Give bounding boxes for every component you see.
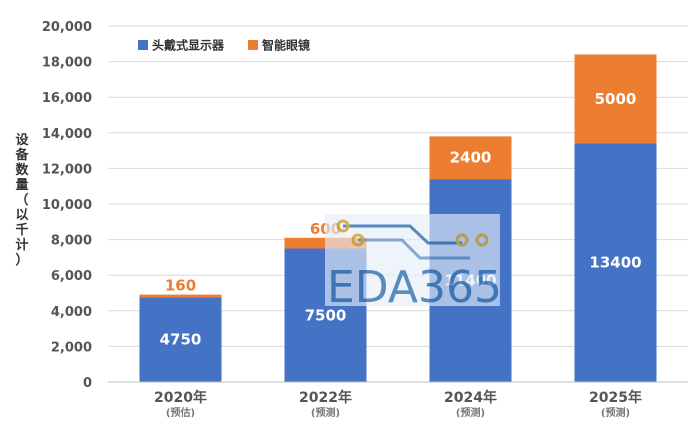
watermark-pad-icon — [336, 219, 350, 233]
y-tick-label: 10,000 — [42, 198, 92, 213]
y-tick-label: 16,000 — [42, 91, 92, 106]
y-axis-label: 设备数量（以千计） — [14, 133, 29, 268]
y-tick-label: 2,000 — [51, 340, 92, 355]
bar-headset — [139, 297, 222, 382]
x-category-note: (预测) — [456, 406, 485, 419]
bar-smart-glasses — [429, 136, 512, 180]
watermark-trace-icon — [343, 224, 462, 245]
bar-smart-glasses — [139, 294, 222, 298]
legend: 头戴式显示器 智能眼镜 — [138, 38, 310, 53]
x-category-label: 2020年 — [154, 389, 207, 406]
watermark-pad-icon — [475, 233, 489, 247]
watermark-pad-icon — [455, 233, 469, 247]
legend-swatch — [138, 40, 148, 50]
y-axis-ticks: 0 2,000 4,000 6,000 8,000 10,000 12,000 14,000 1… — [42, 20, 92, 391]
watermark-pad-icon — [351, 233, 365, 247]
x-axis-categories: 2020年(预估)2022年(预测)2024年(预测)2025年(预测) — [154, 389, 642, 419]
y-tick-label: 8,000 — [51, 234, 92, 249]
data-label: 4750 — [160, 331, 202, 349]
legend-label: 智能眼镜 — [261, 38, 310, 53]
y-tick-label: 20,000 — [42, 20, 92, 35]
x-category-label: 2022年 — [299, 389, 352, 406]
watermark-trace-icon — [358, 238, 470, 260]
y-tick-label: 14,000 — [42, 127, 92, 142]
x-category-note: (预测) — [311, 406, 340, 419]
watermark-text: EDA365 — [327, 262, 502, 313]
data-label: 7500 — [305, 306, 347, 324]
y-tick-label: 12,000 — [42, 162, 92, 177]
y-tick-label: 0 — [83, 376, 92, 391]
eda365-watermark: EDA365 — [325, 214, 502, 313]
legend-swatch — [248, 40, 258, 50]
x-category-note: (预测) — [601, 406, 630, 419]
x-category-note: (预估) — [166, 406, 195, 419]
bar-headset — [574, 143, 657, 382]
data-label: 2400 — [450, 149, 492, 167]
y-tick-label: 18,000 — [42, 56, 92, 71]
x-category-label: 2025年 — [589, 389, 642, 406]
y-tick-label: 6,000 — [51, 269, 92, 284]
data-label: 13400 — [589, 254, 641, 272]
legend-label: 头戴式显示器 — [152, 38, 225, 53]
data-label: 5000 — [595, 90, 637, 108]
y-tick-label: 4,000 — [51, 305, 92, 320]
bar-smart-glasses — [574, 54, 657, 144]
data-label: 160 — [165, 277, 196, 295]
x-category-label: 2024年 — [444, 389, 497, 406]
